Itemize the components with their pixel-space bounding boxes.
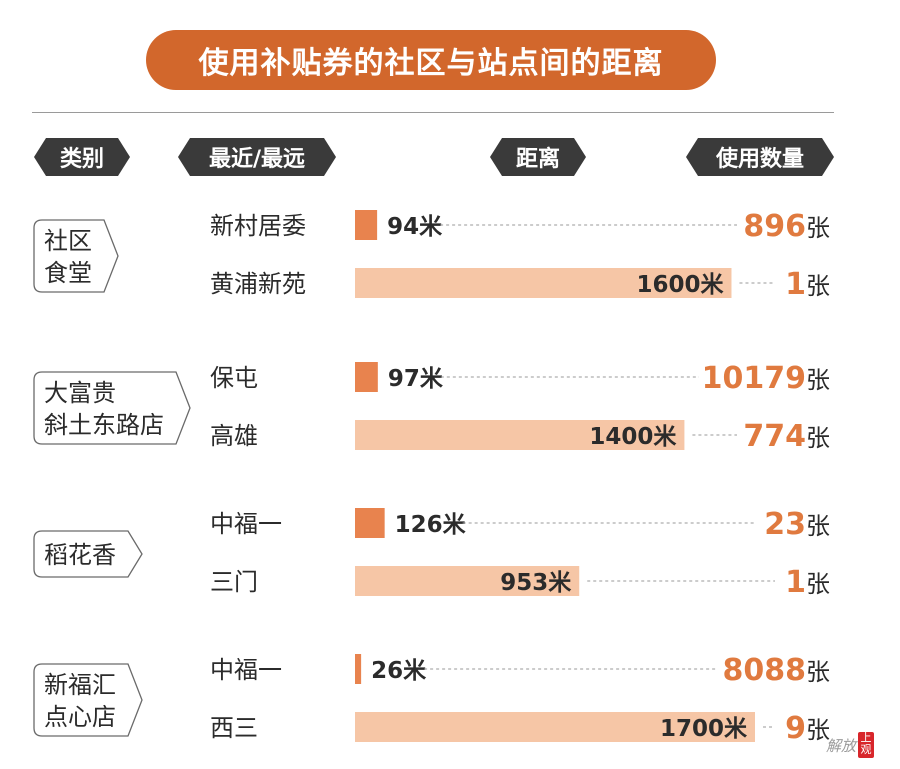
category-box [33, 663, 143, 737]
distance-label: 1400米 [589, 424, 677, 450]
category-label: 点心店 [44, 703, 116, 731]
farthest-bar [355, 712, 755, 742]
count-label: 8088张 [723, 653, 831, 688]
category-box [33, 530, 143, 578]
distance-label: 94米 [387, 214, 443, 240]
distance-label: 26米 [371, 658, 427, 684]
category-label: 新福汇 [44, 671, 116, 699]
count-label: 1张 [785, 267, 830, 302]
count-label: 774张 [743, 419, 830, 454]
distance-label: 97米 [388, 366, 444, 392]
header-nearest-farthest: 最近/最远 [178, 138, 336, 176]
distance-label: 1600米 [636, 272, 724, 298]
count-unit: 张 [806, 658, 830, 686]
count-value: 896 [743, 209, 806, 244]
distance-label: 126米 [395, 512, 467, 538]
title-divider [32, 112, 834, 113]
place-label: 三门 [210, 568, 258, 596]
count-value: 8088 [723, 653, 807, 688]
header-usage-count: 使用数量 [686, 138, 834, 176]
place-label: 保屯 [210, 364, 258, 392]
count-value: 23 [764, 507, 806, 542]
logo-seal: 上观 [858, 732, 875, 758]
farthest-bar [355, 268, 732, 298]
count-unit: 张 [806, 716, 830, 744]
count-label: 896张 [743, 209, 830, 244]
count-value: 1 [785, 267, 806, 302]
header-category: 类别 [34, 138, 130, 176]
count-value: 10179 [702, 361, 806, 396]
count-unit: 张 [806, 424, 830, 452]
place-label: 高雄 [210, 422, 258, 450]
place-label: 西三 [210, 714, 258, 742]
nearest-bar [355, 654, 362, 684]
logo-script: 解放 [826, 736, 857, 755]
nearest-bar [355, 508, 385, 538]
count-unit: 张 [806, 570, 830, 598]
farthest-bar [355, 566, 580, 596]
distance-label: 953米 [500, 570, 572, 596]
category-label: 食堂 [44, 259, 92, 287]
chart-title: 使用补贴券的社区与站点间的距离 [146, 30, 716, 90]
count-value: 9 [785, 711, 806, 746]
farthest-bar [355, 420, 685, 450]
count-value: 1 [785, 565, 806, 600]
count-label: 10179张 [702, 361, 830, 396]
header-distance: 距离 [490, 138, 586, 176]
nearest-bar [355, 362, 378, 392]
category-box [33, 219, 119, 293]
count-label: 9张 [785, 711, 830, 746]
place-label: 中福一 [210, 510, 282, 538]
category-label: 稻花香 [44, 541, 116, 569]
nearest-bar [355, 210, 378, 240]
category-label: 社区 [44, 227, 92, 255]
count-unit: 张 [806, 512, 830, 540]
place-label: 新村居委 [210, 212, 306, 240]
count-unit: 张 [806, 214, 830, 242]
place-label: 中福一 [210, 656, 282, 684]
count-label: 23张 [764, 507, 830, 542]
count-value: 774 [743, 419, 806, 454]
category-box [33, 371, 191, 445]
category-label: 斜土东路店 [44, 411, 164, 439]
newspaper-logo: 解放 上观 [826, 730, 888, 760]
count-unit: 张 [806, 272, 830, 300]
place-label: 黄浦新苑 [210, 270, 306, 298]
count-label: 1张 [785, 565, 830, 600]
count-unit: 张 [806, 366, 830, 394]
category-label: 大富贵 [44, 379, 116, 407]
distance-label: 1700米 [660, 716, 748, 742]
